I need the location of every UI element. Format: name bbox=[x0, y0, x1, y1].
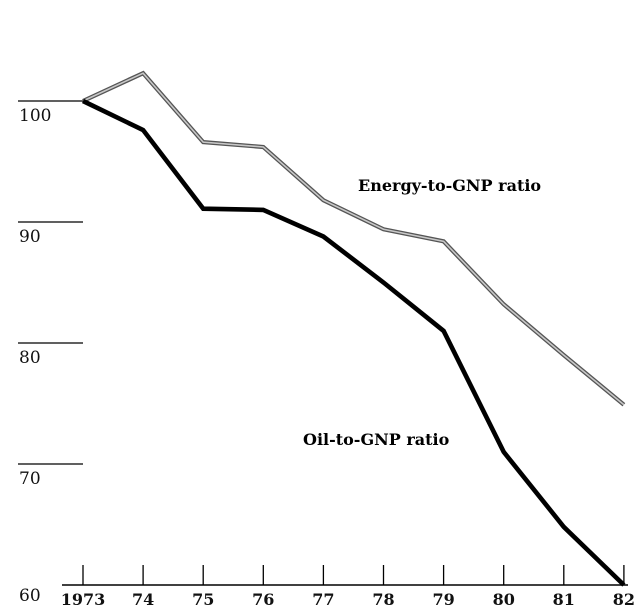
x-tick-label-78: 78 bbox=[372, 590, 394, 608]
y-tick-label-100: 100 bbox=[19, 106, 51, 126]
y-tick-label-60: 60 bbox=[19, 586, 41, 606]
y-tick-label-90: 90 bbox=[19, 227, 41, 247]
x-tick-label-75: 75 bbox=[192, 590, 214, 608]
x-axis: 1973 74 75 76 77 78 79 80 81 82 bbox=[61, 565, 635, 608]
x-tick-label-76: 76 bbox=[252, 590, 274, 608]
y-axis: 60 70 80 90 100 bbox=[18, 100, 83, 606]
energy-to-gnp-line bbox=[82, 72, 625, 406]
x-tick-label-80: 80 bbox=[493, 590, 515, 608]
energy-to-gnp-line-outline bbox=[82, 70, 626, 407]
y-tick-label-70: 70 bbox=[19, 469, 41, 489]
x-tick-label-77: 77 bbox=[312, 590, 334, 608]
oil-to-gnp-series-label: Oil-to-GNP ratio bbox=[303, 430, 450, 449]
x-tick-label-79: 79 bbox=[432, 590, 454, 608]
x-tick-label-82: 82 bbox=[613, 590, 635, 608]
x-tick-label-81: 81 bbox=[553, 590, 575, 608]
x-tick-label-74: 74 bbox=[132, 590, 154, 608]
series-layer bbox=[81, 70, 626, 587]
x-tick-label-1973: 1973 bbox=[61, 590, 106, 608]
energy-to-gnp-series-label: Energy-to-GNP ratio bbox=[358, 176, 541, 195]
oil-to-gnp-line bbox=[81, 98, 626, 587]
y-tick-label-80: 80 bbox=[19, 348, 41, 368]
